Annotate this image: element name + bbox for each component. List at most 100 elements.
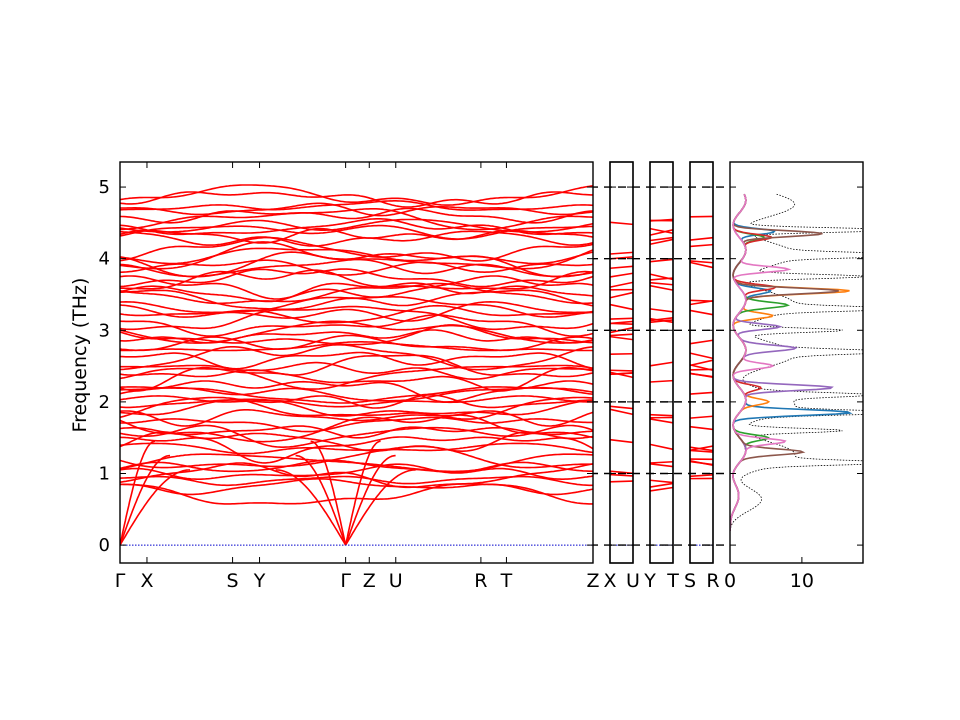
k-point-label: Z xyxy=(363,570,376,592)
phonon-band xyxy=(120,395,593,408)
phonon-band xyxy=(120,251,593,278)
phonon-band xyxy=(689,391,714,395)
phonon-band xyxy=(649,482,674,488)
phonon-band xyxy=(689,449,714,453)
acoustic-band xyxy=(310,440,347,546)
phonon-band xyxy=(609,221,634,226)
y-tick-label: 5 xyxy=(99,177,110,198)
phonon-band xyxy=(120,354,593,378)
phonon-band xyxy=(689,474,714,478)
phonon-band xyxy=(120,414,593,443)
partial-dos-curve xyxy=(730,193,792,531)
phonon-band xyxy=(649,229,674,236)
band-lines xyxy=(120,184,593,546)
phonon-band xyxy=(609,281,634,288)
phonon-band xyxy=(689,352,714,360)
phonon-band xyxy=(649,277,674,281)
phonon-band xyxy=(120,361,593,380)
y-tick-label: 1 xyxy=(99,463,110,484)
phonon-band xyxy=(120,424,593,448)
phonon-band xyxy=(120,289,593,311)
y-tick-label: 4 xyxy=(99,249,110,270)
phonon-band xyxy=(649,258,674,263)
phonon-band xyxy=(689,372,714,379)
phonon-band xyxy=(649,479,674,484)
phonon-band xyxy=(649,238,674,246)
phonon-band xyxy=(120,386,593,404)
k-point-label: T xyxy=(666,570,679,592)
phonon-band xyxy=(120,300,593,322)
phonon-band xyxy=(649,281,674,286)
phonon-band xyxy=(609,291,634,299)
phonon-band xyxy=(649,486,674,492)
k-point-label: Y xyxy=(253,570,266,592)
total-dos-curve xyxy=(730,193,863,531)
phonon-band xyxy=(609,405,634,410)
phonon-band xyxy=(689,359,714,367)
phonon-band xyxy=(649,460,674,464)
k-point-label: S xyxy=(227,570,239,592)
phonon-band xyxy=(609,480,634,483)
phonon-band xyxy=(649,227,674,235)
phonon-band xyxy=(649,319,674,324)
phonon-band xyxy=(120,409,593,427)
partial-dos-curve xyxy=(730,193,850,531)
phonon-band xyxy=(120,224,593,240)
phonon-band xyxy=(649,463,674,468)
phonon-band xyxy=(120,320,593,344)
phonon-band xyxy=(609,369,634,372)
phonon-band xyxy=(120,247,593,265)
phonon-band xyxy=(120,268,593,288)
phonon-band xyxy=(689,339,714,345)
phonon-band xyxy=(609,371,634,379)
phonon-band xyxy=(120,463,593,480)
y-tick-label: 0 xyxy=(99,535,110,556)
phonon-band xyxy=(120,416,593,433)
phonon-band xyxy=(649,379,674,383)
phonon-band xyxy=(609,335,634,341)
k-point-label: R xyxy=(474,570,487,592)
dos-x-tick-label: 0 xyxy=(724,570,736,592)
k-point-label: Z xyxy=(586,570,599,592)
panel-frame xyxy=(119,161,594,564)
phonon-band xyxy=(609,333,634,337)
phonon-band xyxy=(689,364,714,372)
phonon-band xyxy=(120,305,593,331)
phonon-band xyxy=(120,282,593,303)
phonon-band xyxy=(609,473,634,477)
phonon-band xyxy=(609,265,634,270)
phonon-band xyxy=(120,230,593,247)
phonon-band xyxy=(120,398,593,417)
phonon-band xyxy=(649,236,674,242)
acoustic-band xyxy=(120,440,155,546)
phonon-band xyxy=(120,324,593,346)
phonon-band xyxy=(689,309,714,316)
k-point-label: T xyxy=(500,570,513,592)
panel-frame xyxy=(689,161,714,564)
k-point-label: Γ xyxy=(115,570,126,592)
phonon-band xyxy=(120,351,593,370)
y-tick-label: 3 xyxy=(99,320,110,341)
phonon-band xyxy=(120,442,593,455)
phonon-band xyxy=(609,470,634,475)
phonon-band xyxy=(120,314,593,337)
phonon-band xyxy=(689,460,714,466)
phonon-band xyxy=(120,275,593,300)
phonon-band xyxy=(120,462,593,489)
phonon-band xyxy=(649,308,674,313)
phonon-band xyxy=(120,478,593,496)
phonon-band xyxy=(120,218,593,233)
dos-x-tick-label: 10 xyxy=(790,570,814,592)
phonon-band xyxy=(609,317,634,320)
phonon-band xyxy=(649,317,674,322)
phonon-band xyxy=(609,272,634,278)
phonon-band xyxy=(689,261,714,269)
dos-frame xyxy=(729,161,864,564)
phonon-band xyxy=(120,344,593,371)
phonon-band xyxy=(120,282,593,305)
phonon-band xyxy=(689,300,714,306)
phonon-band xyxy=(120,184,593,206)
phonon-band xyxy=(120,241,593,270)
acoustic-band xyxy=(275,469,347,546)
